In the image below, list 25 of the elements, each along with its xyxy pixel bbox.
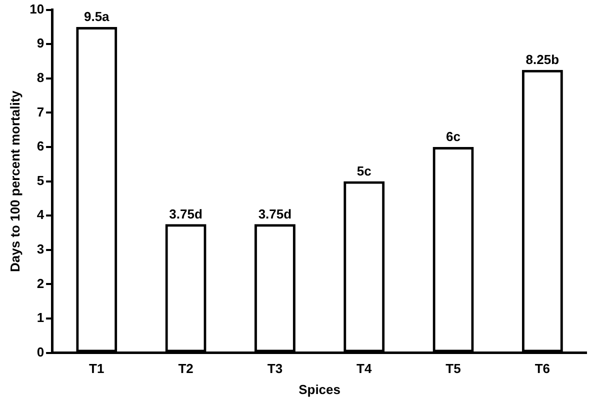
y-tick-label: 0	[36, 344, 44, 360]
data-label: 3.75d	[169, 206, 202, 222]
y-tick-label: 9	[36, 36, 44, 51]
y-axis-title: Days to 100 percent mortality	[7, 90, 22, 272]
y-tick-label: 6	[36, 138, 44, 154]
y-tick-label: 2	[36, 276, 44, 291]
y-tick-label: 4	[36, 207, 45, 222]
x-tick-label: T1	[89, 361, 104, 376]
y-tick-label: 3	[36, 241, 44, 256]
x-tick-label: T5	[446, 361, 461, 376]
data-label: 6c	[446, 129, 460, 144]
data-label: 8.25b	[526, 52, 560, 67]
data-label: 5c	[356, 163, 372, 178]
x-tick-label: T2	[178, 361, 194, 376]
y-tick-label: 8	[36, 70, 44, 85]
y-tick-label: 5	[36, 172, 44, 188]
y-tick-label: 7	[36, 104, 44, 120]
x-axis-title: Spices	[298, 382, 340, 397]
x-tick-label: T3	[267, 361, 283, 376]
data-label: 9.5a	[84, 9, 110, 24]
y-tick-label: 10	[30, 1, 44, 16]
x-tick-label: T4	[356, 361, 372, 376]
x-tick-label: T6	[534, 361, 550, 376]
y-tick-label: 1	[36, 310, 44, 326]
data-label: 3.75d	[258, 206, 292, 222]
